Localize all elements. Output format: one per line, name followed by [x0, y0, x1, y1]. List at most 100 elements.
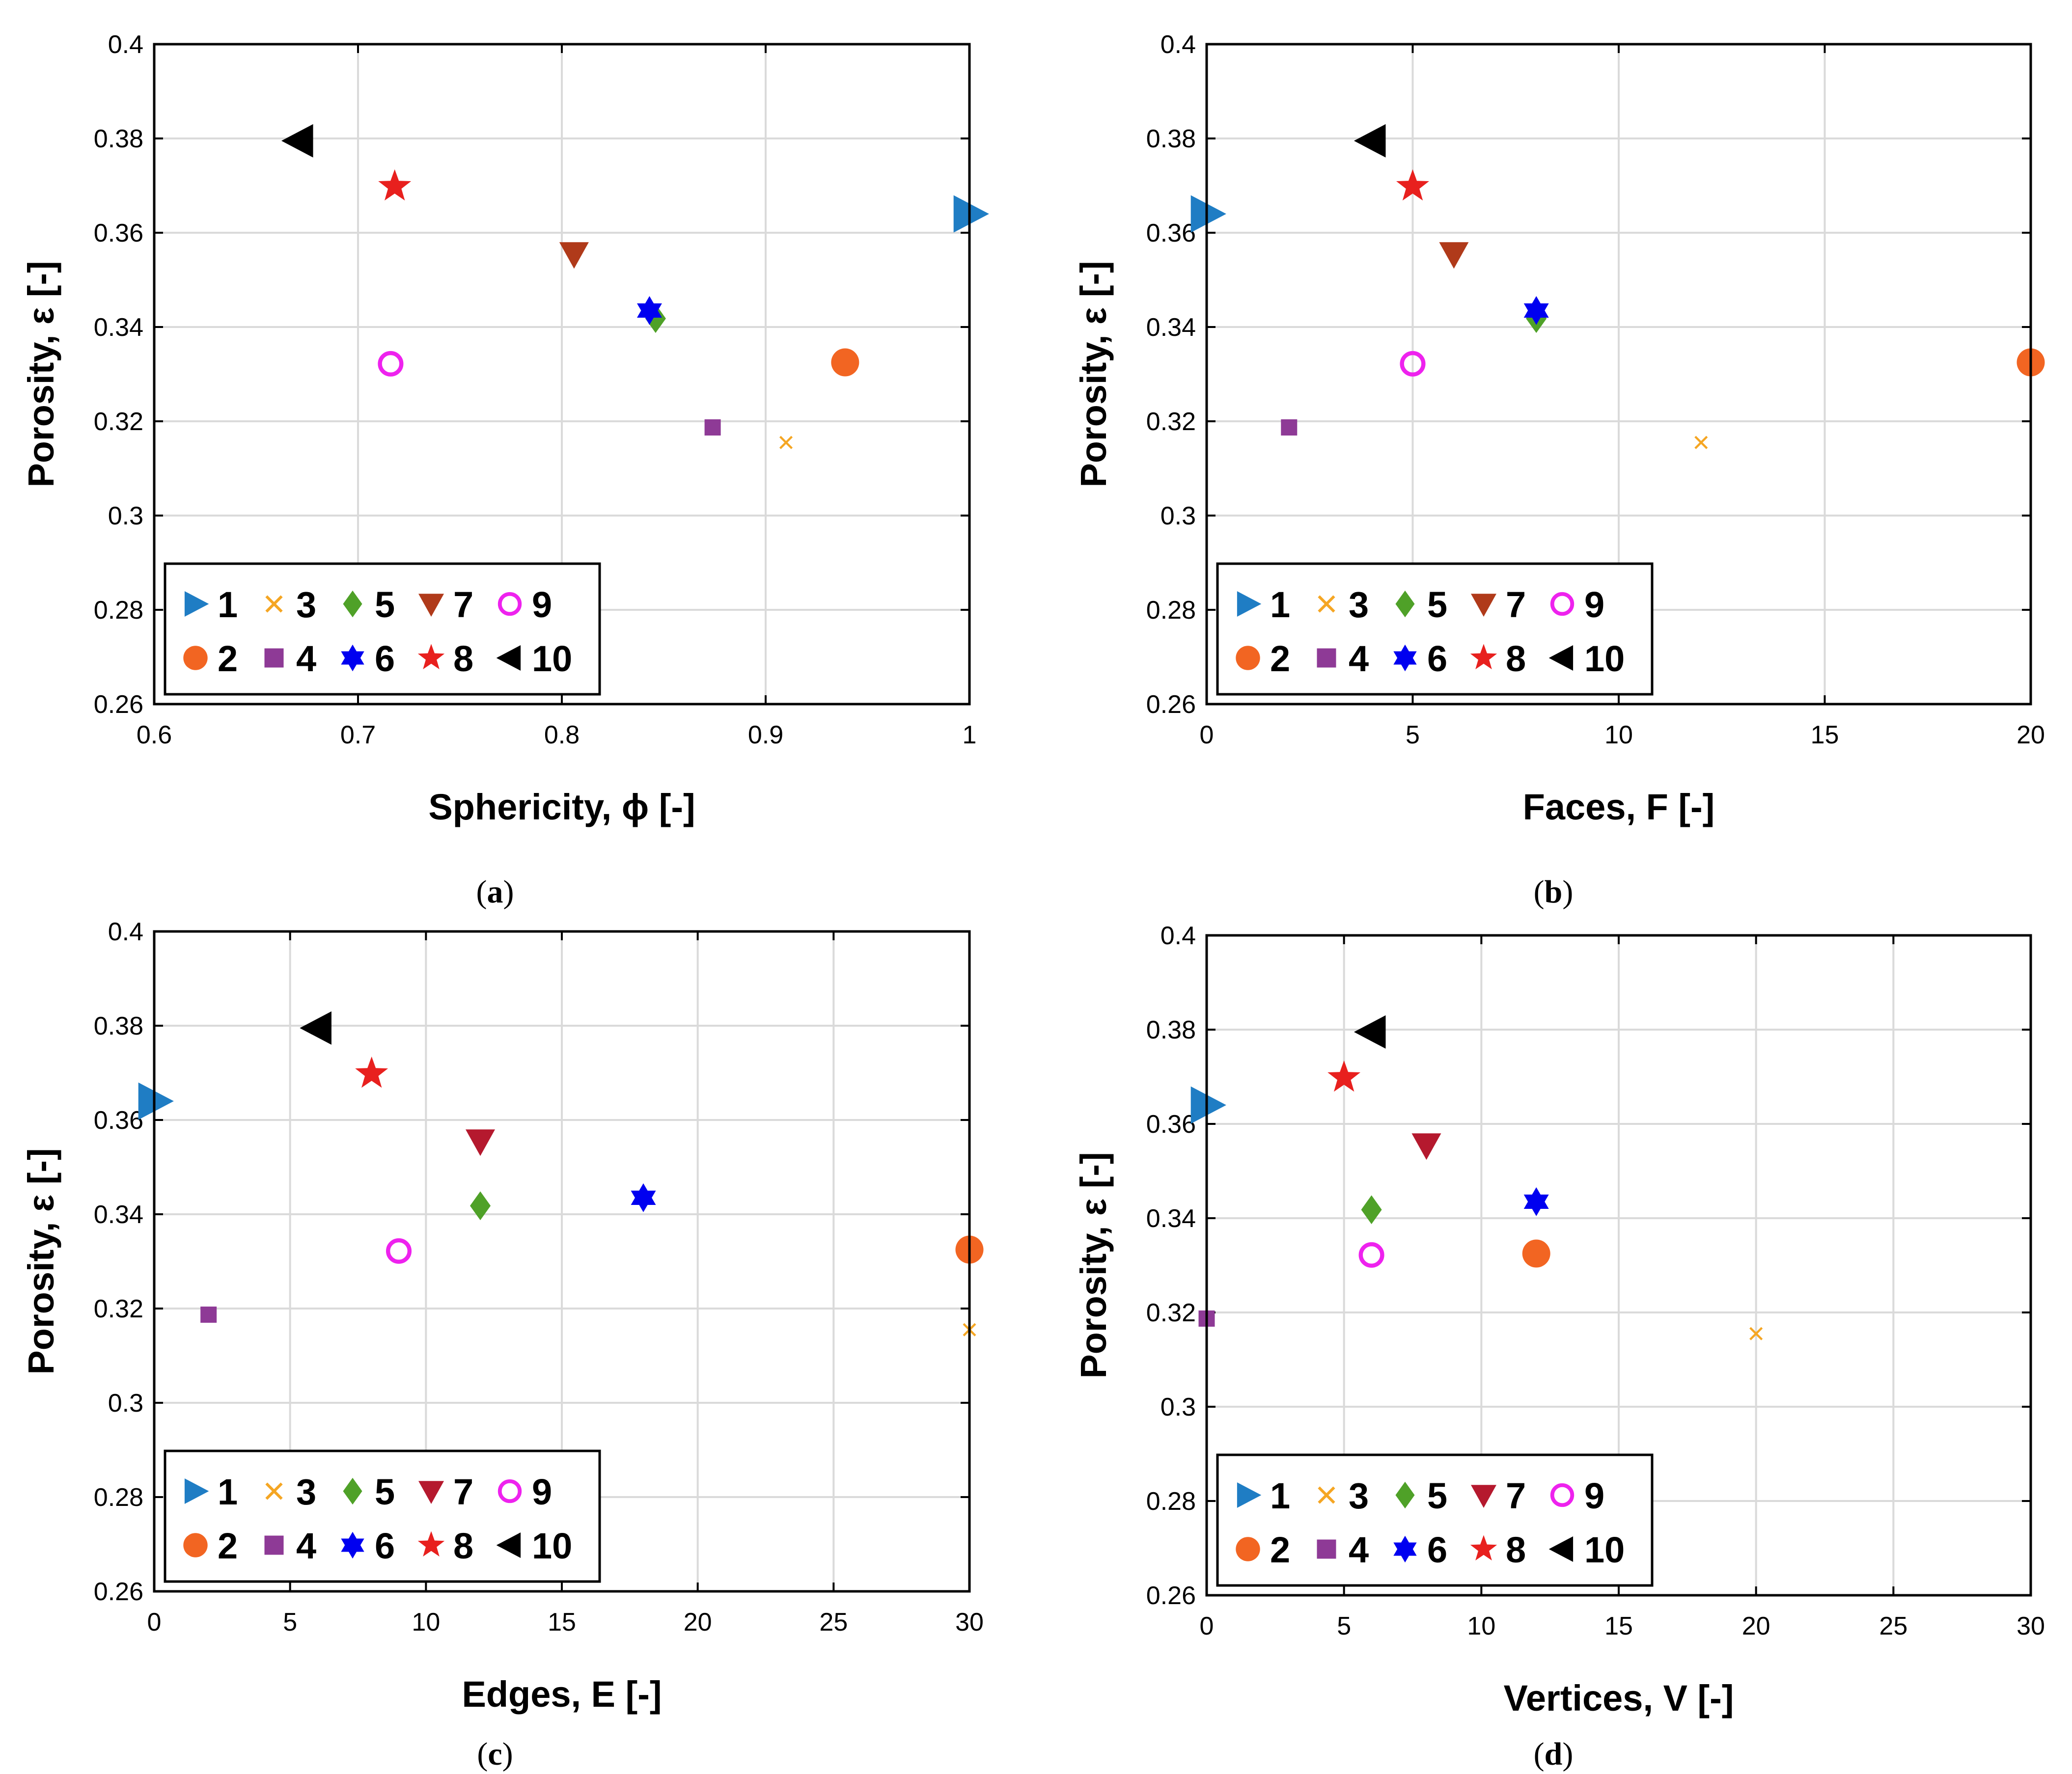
panel-caption-letter: d: [1545, 1736, 1563, 1772]
y-tick-label: 0.4: [1160, 30, 1196, 59]
legend: 1 2 3 4 5 6 7 8 9 10: [1216, 1453, 1654, 1587]
legend-marker-9: [497, 592, 522, 616]
legend-label-8: 8: [1506, 638, 1526, 679]
data-point-4: [1281, 419, 1298, 436]
legend-label-5: 5: [375, 1472, 395, 1512]
y-tick-label: 0.26: [94, 690, 143, 719]
x-tick-label: 30: [2017, 1612, 2045, 1640]
x-tick-label: 0: [1200, 721, 1214, 749]
data-point-7: [466, 1129, 495, 1156]
legend-label-3: 3: [1349, 584, 1369, 625]
panel-caption-open: (: [476, 874, 487, 910]
panel-caption-letter: b: [1545, 874, 1563, 910]
data-point-9: [386, 1238, 412, 1264]
legend-marker-10: [496, 1532, 521, 1558]
legend-label-1: 1: [218, 584, 238, 625]
legend-label-4: 4: [296, 638, 316, 679]
legend-label-2: 2: [218, 638, 238, 679]
legend-marker-5: [343, 590, 362, 618]
y-tick-label: 0.4: [108, 918, 143, 946]
legend-label-3: 3: [296, 584, 316, 625]
x-tick-label: 0.8: [544, 721, 580, 749]
panel-caption-letter: c: [488, 1736, 502, 1772]
x-tick-label: 30: [955, 1608, 984, 1637]
data-point-8: [1327, 1060, 1361, 1092]
x-tick-label: 15: [1811, 721, 1839, 749]
legend-label-8: 8: [453, 638, 473, 679]
data-point-1: [953, 195, 989, 233]
y-tick-label: 0.28: [94, 1483, 143, 1512]
x-axis-title: Vertices, V [-]: [1504, 1678, 1734, 1719]
legend-label-4: 4: [296, 1526, 316, 1566]
y-tick-label: 0.4: [108, 30, 143, 59]
x-tick-label: 15: [548, 1608, 576, 1637]
hexagram-part-down: [1523, 1194, 1549, 1216]
panel-caption-close: ): [1562, 874, 1573, 910]
legend-marker-8: [417, 644, 445, 670]
y-tick-label: 0.32: [1146, 1299, 1196, 1327]
panel-caption: (c): [477, 1736, 513, 1772]
y-tick-label: 0.32: [1146, 408, 1196, 436]
hexagram-part-down: [1523, 303, 1549, 325]
legend-label-5: 5: [1427, 1475, 1447, 1516]
data-point-4: [200, 1306, 217, 1323]
legend-marker-3: [1318, 595, 1335, 613]
panel-c: 0 5 10 15 20 25 300.260.280.30.320.340.360.380…: [21, 918, 984, 1772]
legend-box: [1216, 562, 1654, 696]
hexagram-part-down: [1393, 1542, 1417, 1563]
y-tick-label: 0.4: [1160, 922, 1196, 950]
legend-label-9: 9: [532, 584, 552, 625]
legend-marker-1: [1237, 1482, 1262, 1508]
x-tick-label: 20: [684, 1608, 712, 1637]
legend-label-7: 7: [1506, 1475, 1526, 1516]
legend-marker-6: [1393, 644, 1417, 672]
y-axis-title: Porosity, ε [-]: [21, 261, 61, 487]
y-axis-title: Porosity, ε [-]: [1073, 261, 1114, 487]
data-point-1: [1190, 1086, 1226, 1124]
legend-marker-7: [1471, 594, 1496, 617]
y-tick-label: 0.34: [1146, 1204, 1196, 1233]
legend-marker-10: [1548, 1536, 1574, 1562]
hexagram-part-down: [636, 303, 662, 325]
data-point-6: [1523, 1187, 1549, 1216]
data-point-2: [831, 348, 859, 377]
y-tick-label: 0.38: [1146, 1016, 1196, 1044]
legend-label-4: 4: [1349, 1529, 1369, 1570]
plot-frame: [1205, 934, 2032, 1597]
x-axis-title: Edges, E [-]: [462, 1674, 662, 1715]
data-point-3: [1749, 1327, 1763, 1340]
data-point-7: [1439, 242, 1469, 269]
legend-marker-2: [183, 1533, 208, 1557]
y-tick-label: 0.28: [1146, 1487, 1196, 1516]
legend-marker-2: [1236, 1537, 1260, 1561]
plot-frame: [153, 43, 971, 706]
legend-marker-8: [1470, 644, 1497, 670]
legend-marker-9: [497, 1479, 522, 1503]
y-tick-label: 0.28: [1146, 596, 1196, 625]
data-point-1: [1190, 195, 1226, 233]
legend-label-7: 7: [1506, 584, 1526, 625]
legend-marker-1: [184, 1478, 209, 1504]
legend-marker-4: [1317, 648, 1336, 668]
legend-marker-1: [184, 591, 209, 617]
x-tick-label: 0.7: [340, 721, 376, 749]
legend-label-9: 9: [1584, 584, 1604, 625]
legend-label-9: 9: [1584, 1475, 1604, 1516]
x-tick-label: 10: [1604, 721, 1633, 749]
x-tick-label: 15: [1604, 1612, 1633, 1640]
hexagram-part-down: [631, 1190, 656, 1212]
legend-marker-7: [418, 594, 444, 617]
legend-marker-9: [1550, 1483, 1575, 1507]
legend-marker-5: [1395, 590, 1415, 618]
legend-label-1: 1: [1270, 584, 1290, 625]
x-tick-label: 10: [1467, 1612, 1495, 1640]
data-point-7: [1411, 1133, 1441, 1160]
panel-caption-close: ): [503, 874, 514, 910]
data-point-8: [355, 1056, 388, 1088]
panel-caption: (b): [1534, 874, 1574, 910]
y-tick-label: 0.38: [94, 1012, 143, 1040]
data-point-8: [1396, 169, 1429, 201]
data-point-5: [1361, 1195, 1382, 1225]
y-tick-label: 0.36: [1146, 1110, 1196, 1139]
